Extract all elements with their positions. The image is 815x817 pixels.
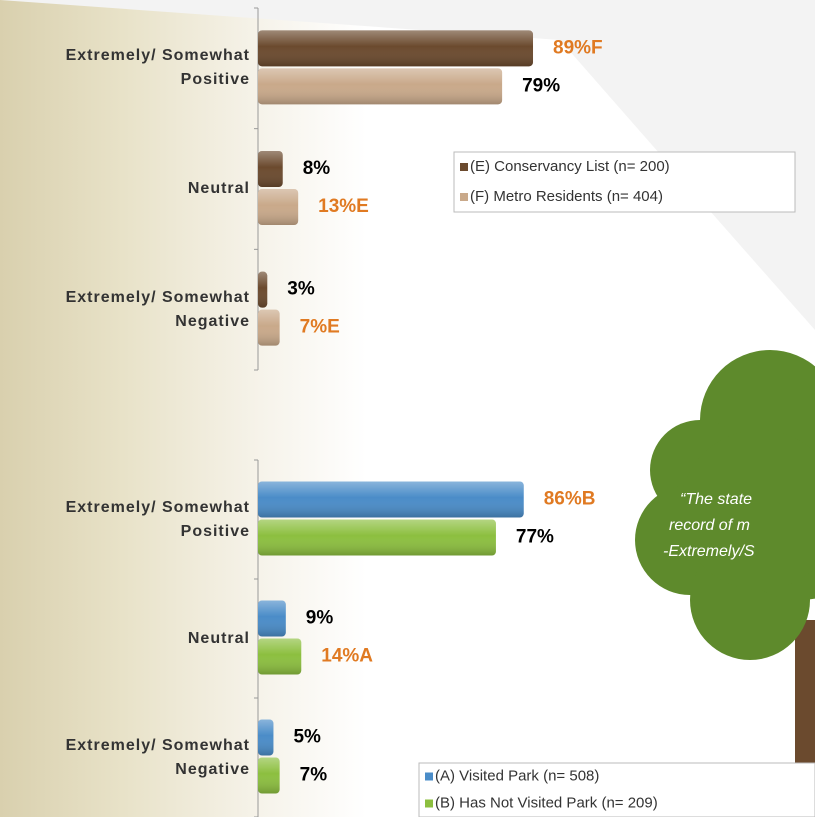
bar-shine <box>258 481 524 518</box>
value-label: 7%E <box>300 317 340 338</box>
value-label: 5% <box>293 727 321 748</box>
legend-box <box>453 151 796 213</box>
legend-swatch <box>460 163 468 171</box>
callout-line: “The state <box>680 491 752 508</box>
value-label: 14%A <box>321 646 373 667</box>
bar-group <box>258 189 299 225</box>
value-label: 7% <box>300 765 328 786</box>
callout: “The state record of m -Extremely/S <box>663 491 755 560</box>
bar-shine <box>258 68 503 105</box>
value-label: 3% <box>287 279 315 300</box>
value-label: 89%F <box>553 37 603 58</box>
callout-line: -Extremely/S <box>663 543 755 560</box>
bar-group <box>258 151 283 187</box>
bar-shine <box>258 309 280 346</box>
category-label: Extremely/ Somewhat Negative <box>65 736 250 778</box>
value-label: 9% <box>306 608 334 629</box>
value-label: 79% <box>522 75 560 96</box>
bar-group <box>258 719 274 756</box>
value-label: 13%E <box>318 196 369 217</box>
bar-shine <box>258 30 534 67</box>
bar-group <box>258 309 280 346</box>
background-shape <box>0 0 815 330</box>
bar-shine <box>258 719 274 756</box>
callout-line: record of m <box>669 517 750 534</box>
category-label: Extremely/ Somewhat Positive <box>65 498 250 540</box>
category-label: Extremely/ Somewhat Negative <box>65 288 250 330</box>
legend-label: (A) Visited Park (n= 508) <box>435 767 599 784</box>
bar-group <box>258 30 534 67</box>
value-label: 8% <box>303 158 331 179</box>
legend-box <box>418 762 815 817</box>
value-label: 77% <box>516 527 554 548</box>
bar-group <box>258 68 503 105</box>
legend-label: (F) Metro Residents (n= 404) <box>470 188 663 205</box>
bar-group <box>258 600 286 637</box>
bar-group <box>258 519 496 556</box>
bar-group <box>258 638 302 675</box>
bar-shine <box>258 151 283 187</box>
bar-shine <box>258 519 496 556</box>
bar-group <box>258 481 524 518</box>
bar-shine <box>258 600 286 637</box>
legend-swatch <box>425 772 433 781</box>
category-label: Extremely/ Somewhat Positive <box>65 47 250 89</box>
category-label: Neutral <box>187 180 250 197</box>
bar-group <box>258 271 268 308</box>
legend-swatch <box>425 799 433 808</box>
bar-shine <box>258 638 302 675</box>
legend-label: (B) Has Not Visited Park (n= 209) <box>435 794 658 811</box>
tree-cloud <box>635 350 815 660</box>
bar-shine <box>258 757 280 794</box>
bar-shine <box>258 271 268 308</box>
bar-group <box>258 757 280 794</box>
category-label: Neutral <box>187 629 250 647</box>
value-label: 86%B <box>544 489 596 510</box>
legend-label: (E) Conservancy List (n= 200) <box>470 158 670 175</box>
legend-swatch <box>460 193 468 201</box>
bar-shine <box>258 189 299 225</box>
